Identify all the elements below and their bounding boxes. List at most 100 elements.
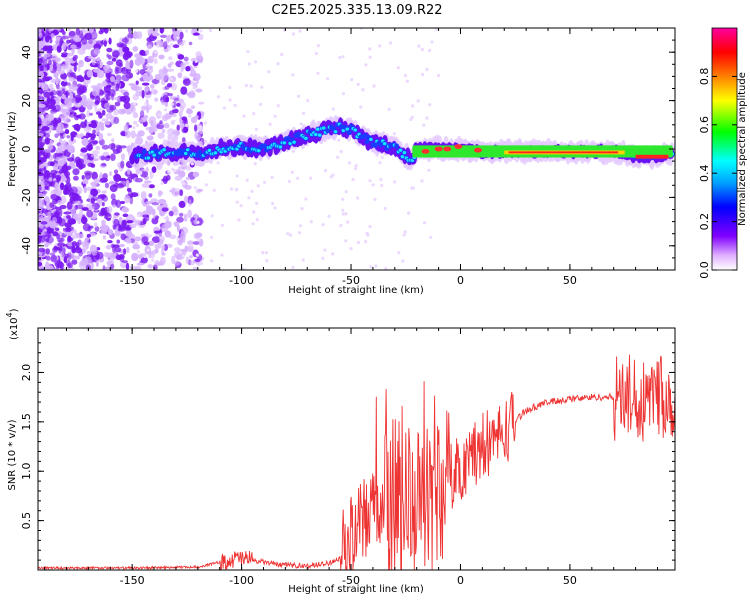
noise-blob bbox=[59, 204, 67, 210]
noise-blob bbox=[154, 73, 163, 81]
noise-blob bbox=[174, 247, 181, 253]
noise-dot bbox=[160, 181, 164, 185]
noise-blob bbox=[146, 135, 154, 141]
noise-dot bbox=[368, 47, 372, 51]
noise-dot bbox=[158, 113, 162, 117]
spectrogram-x-axis-label: Height of straight line (km) bbox=[288, 285, 424, 296]
snr-y-axis-label: SNR (10 * v/v) bbox=[7, 419, 18, 490]
noise-blob bbox=[162, 252, 166, 256]
y-tick-label: 0 bbox=[20, 146, 33, 153]
noise-blob bbox=[194, 115, 199, 120]
noise-blob bbox=[45, 248, 51, 255]
noise-dot bbox=[341, 212, 345, 216]
noise-blob bbox=[65, 182, 72, 189]
noise-blob bbox=[44, 242, 49, 248]
noise-blob bbox=[67, 262, 73, 269]
noise-blob bbox=[106, 206, 113, 214]
noise-dot bbox=[170, 102, 174, 106]
noise-dot bbox=[189, 243, 193, 247]
noise-dot bbox=[276, 104, 280, 108]
noise-blob bbox=[95, 111, 102, 115]
noise-blob bbox=[167, 93, 174, 97]
noise-dot bbox=[291, 32, 296, 36]
noise-dot bbox=[299, 122, 303, 126]
noise-blob bbox=[195, 51, 202, 58]
noise-blob bbox=[171, 101, 177, 108]
noise-blob bbox=[61, 35, 70, 40]
noise-dot bbox=[145, 232, 149, 236]
noise-blob bbox=[129, 223, 137, 229]
noise-dot bbox=[403, 230, 407, 234]
noise-blob bbox=[57, 117, 62, 124]
noise-blob bbox=[38, 32, 43, 38]
noise-blob bbox=[100, 229, 108, 234]
noise-dot bbox=[316, 44, 320, 48]
noise-dot bbox=[291, 265, 295, 269]
noise-blob bbox=[49, 202, 55, 208]
noise-blob bbox=[135, 177, 143, 183]
noise-blob bbox=[102, 235, 107, 240]
noise-blob bbox=[161, 114, 169, 122]
noise-blob bbox=[109, 171, 113, 177]
noise-dot bbox=[193, 186, 197, 190]
noise-blob bbox=[168, 210, 174, 217]
noise-dot bbox=[384, 267, 388, 270]
noise-blob bbox=[181, 137, 186, 144]
noise-dot bbox=[420, 47, 424, 52]
noise-blob bbox=[185, 256, 190, 265]
noise-blob bbox=[197, 33, 204, 41]
noise-blob bbox=[66, 227, 71, 231]
noise-blob bbox=[180, 86, 188, 95]
noise-blob bbox=[95, 145, 101, 151]
noise-blob bbox=[193, 32, 200, 36]
ridge-core bbox=[197, 149, 202, 155]
noise-dot bbox=[392, 132, 396, 136]
noise-blob bbox=[100, 99, 108, 104]
noise-dot bbox=[354, 164, 358, 168]
noise-blob bbox=[116, 144, 122, 150]
noise-blob bbox=[196, 188, 204, 192]
y-tick-label: -40 bbox=[20, 237, 33, 255]
noise-blob bbox=[60, 108, 68, 113]
noise-blob bbox=[93, 178, 101, 183]
noise-dot bbox=[341, 92, 346, 96]
noise-blob bbox=[55, 156, 61, 162]
x-tick-label: 50 bbox=[563, 274, 577, 287]
noise-blob bbox=[127, 32, 134, 39]
noise-dot bbox=[420, 179, 424, 183]
noise-blob bbox=[99, 179, 107, 184]
noise-dot bbox=[192, 86, 196, 90]
noise-blob bbox=[141, 82, 150, 86]
ridge-hot-spot bbox=[421, 149, 430, 154]
noise-blob bbox=[47, 161, 52, 167]
noise-blob bbox=[38, 200, 43, 205]
noise-dot bbox=[401, 259, 405, 263]
noise-blob bbox=[68, 237, 74, 242]
noise-blob bbox=[42, 76, 51, 82]
noise-dot bbox=[265, 259, 269, 263]
noise-blob bbox=[45, 35, 50, 40]
noise-dot bbox=[316, 71, 320, 75]
noise-dot bbox=[321, 256, 325, 260]
noise-blob bbox=[185, 165, 192, 171]
snr-x-axis-label: Height of straight line (km) bbox=[288, 584, 424, 595]
noise-blob bbox=[190, 105, 196, 109]
noise-blob bbox=[71, 241, 77, 247]
noise-blob bbox=[93, 43, 102, 51]
noise-blob bbox=[187, 244, 194, 252]
ridge-core-cyan bbox=[400, 155, 405, 159]
noise-dot bbox=[323, 248, 327, 252]
noise-blob bbox=[148, 184, 155, 189]
colorbar-tick-label: 0.6 bbox=[698, 116, 711, 134]
noise-blob bbox=[194, 258, 201, 262]
noise-dot bbox=[200, 261, 204, 265]
ridge-core-cyan bbox=[152, 153, 156, 157]
noise-dot bbox=[139, 171, 143, 175]
noise-blob bbox=[44, 196, 49, 201]
noise-blob bbox=[129, 59, 134, 69]
snr-y-multiplier-close: ) bbox=[9, 308, 20, 312]
noise-blob bbox=[183, 213, 188, 222]
noise-blob bbox=[72, 168, 80, 176]
noise-blob bbox=[112, 97, 120, 101]
noise-dot bbox=[199, 29, 203, 33]
